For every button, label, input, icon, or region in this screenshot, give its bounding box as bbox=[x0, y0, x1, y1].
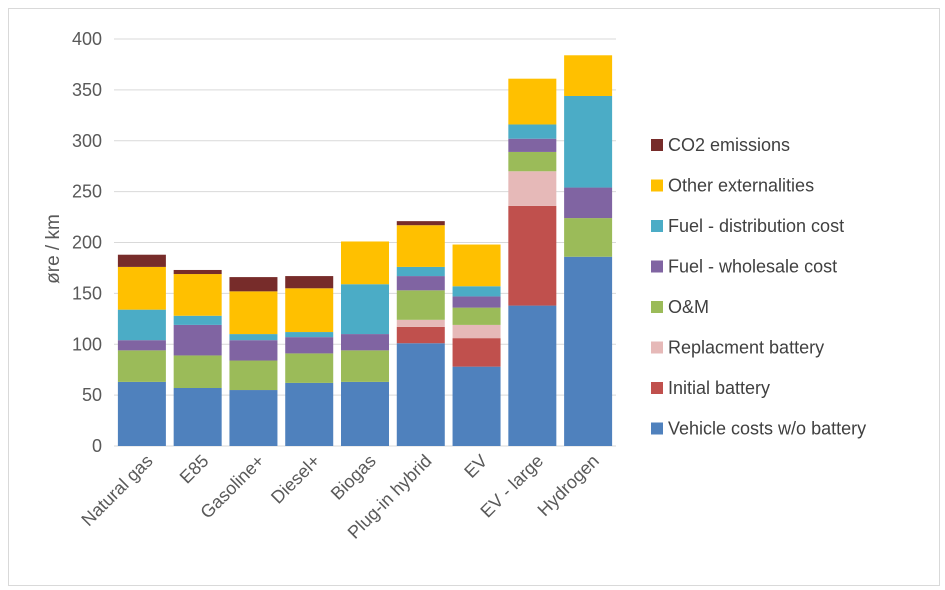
y-axis-title: øre / km bbox=[43, 214, 64, 284]
bar-segment bbox=[564, 256, 613, 446]
x-tick-label: Biogas bbox=[327, 451, 380, 504]
bar-segment bbox=[564, 187, 613, 219]
bar-segment bbox=[396, 343, 445, 446]
legend: CO2 emissions Other externalities Fuel - d… bbox=[651, 135, 866, 439]
bar-segment bbox=[341, 334, 389, 351]
bar-segment bbox=[117, 350, 166, 382]
legend-swatch bbox=[651, 341, 663, 354]
legend-swatch bbox=[651, 260, 663, 273]
bar-segment bbox=[564, 95, 613, 188]
bar-segment bbox=[173, 388, 222, 446]
bar-segment bbox=[117, 254, 166, 267]
bar-segment bbox=[117, 340, 166, 351]
bar-segment bbox=[564, 218, 613, 257]
bar-segment bbox=[508, 171, 557, 206]
y-tick-label: 250 bbox=[72, 182, 102, 202]
bar-segment bbox=[396, 319, 445, 327]
bar-segment bbox=[341, 284, 389, 335]
bar-segment bbox=[173, 274, 222, 316]
legend-label: Fuel - distribution cost bbox=[668, 216, 844, 236]
bar-segment bbox=[173, 315, 222, 325]
y-axis-ticks: 0 50 100 150 200 250 300 350 400 bbox=[72, 29, 102, 456]
legend-swatch bbox=[651, 301, 663, 313]
x-tick-label: Diesel+ bbox=[267, 451, 324, 508]
bar-segment bbox=[452, 324, 501, 339]
bar-segment bbox=[229, 277, 278, 292]
bar-segment bbox=[452, 286, 501, 297]
y-tick-label: 150 bbox=[72, 283, 102, 303]
bar-segment bbox=[452, 307, 501, 325]
legend-label: Initial battery bbox=[668, 378, 770, 398]
bar-segment bbox=[285, 353, 334, 383]
bar-segment bbox=[173, 355, 222, 389]
legend-label: Fuel - wholesale cost bbox=[668, 257, 837, 277]
bar-segment bbox=[508, 78, 557, 125]
bar-segment bbox=[452, 244, 501, 287]
x-tick-label: E85 bbox=[176, 451, 213, 488]
bar-segment bbox=[117, 266, 166, 310]
legend-label: Other externalities bbox=[668, 176, 814, 196]
legend-label: O&M bbox=[668, 297, 709, 317]
bar-segment bbox=[452, 296, 501, 308]
bar-segment bbox=[285, 332, 334, 338]
bar-segment bbox=[452, 338, 501, 367]
bar-segment bbox=[396, 290, 445, 320]
bar-segment bbox=[341, 381, 389, 446]
bar-segment bbox=[508, 305, 557, 446]
y-tick-label: 200 bbox=[72, 233, 102, 253]
legend-swatch bbox=[651, 220, 663, 232]
legend-swatch bbox=[651, 422, 663, 435]
bar-segment bbox=[173, 269, 222, 275]
bar-segment bbox=[396, 276, 445, 291]
bar-segment bbox=[508, 124, 557, 139]
bar-segment bbox=[396, 266, 445, 277]
x-tick-label: Natural gas bbox=[77, 451, 156, 530]
y-tick-label: 50 bbox=[82, 385, 102, 405]
bar-segment bbox=[285, 382, 334, 446]
bar-segment bbox=[285, 288, 334, 333]
bars bbox=[117, 55, 613, 446]
bar-segment bbox=[117, 309, 166, 341]
bar-segment bbox=[229, 291, 278, 335]
y-tick-label: 350 bbox=[72, 80, 102, 100]
y-tick-label: 100 bbox=[72, 334, 102, 354]
bar-segment bbox=[229, 340, 278, 361]
bar-segment bbox=[117, 381, 166, 446]
bar-segment bbox=[508, 138, 557, 152]
legend-label: Replacment battery bbox=[668, 338, 824, 358]
bar-segment bbox=[341, 350, 389, 382]
bar-segment bbox=[396, 225, 445, 267]
bar-segment bbox=[508, 205, 557, 306]
y-tick-label: 400 bbox=[72, 29, 102, 49]
legend-swatch bbox=[651, 139, 663, 151]
bar-segment bbox=[396, 326, 445, 344]
legend-swatch bbox=[651, 382, 663, 394]
bar-segment bbox=[229, 390, 278, 446]
bar-segment bbox=[285, 337, 334, 354]
bar-segment bbox=[285, 276, 334, 289]
legend-swatch bbox=[651, 179, 663, 192]
bar-segment bbox=[229, 334, 278, 341]
bar-segment bbox=[229, 360, 278, 391]
bar-segment bbox=[173, 324, 222, 356]
y-tick-label: 0 bbox=[92, 436, 102, 456]
bar-segment bbox=[341, 241, 389, 285]
chart-frame: 0 50 100 150 200 250 300 350 400 Natural gas E85 G… bbox=[8, 8, 940, 586]
bar-segment bbox=[396, 221, 445, 226]
bar-segment bbox=[452, 366, 501, 446]
x-tick-label: Hydrogen bbox=[534, 451, 603, 520]
legend-label: CO2 emissions bbox=[668, 135, 790, 155]
legend-label: Vehicle costs w/o battery bbox=[668, 419, 866, 439]
bar-segment bbox=[508, 151, 557, 172]
y-tick-label: 300 bbox=[72, 131, 102, 151]
x-tick-label: EV bbox=[460, 451, 491, 482]
bar-segment bbox=[564, 55, 613, 96]
